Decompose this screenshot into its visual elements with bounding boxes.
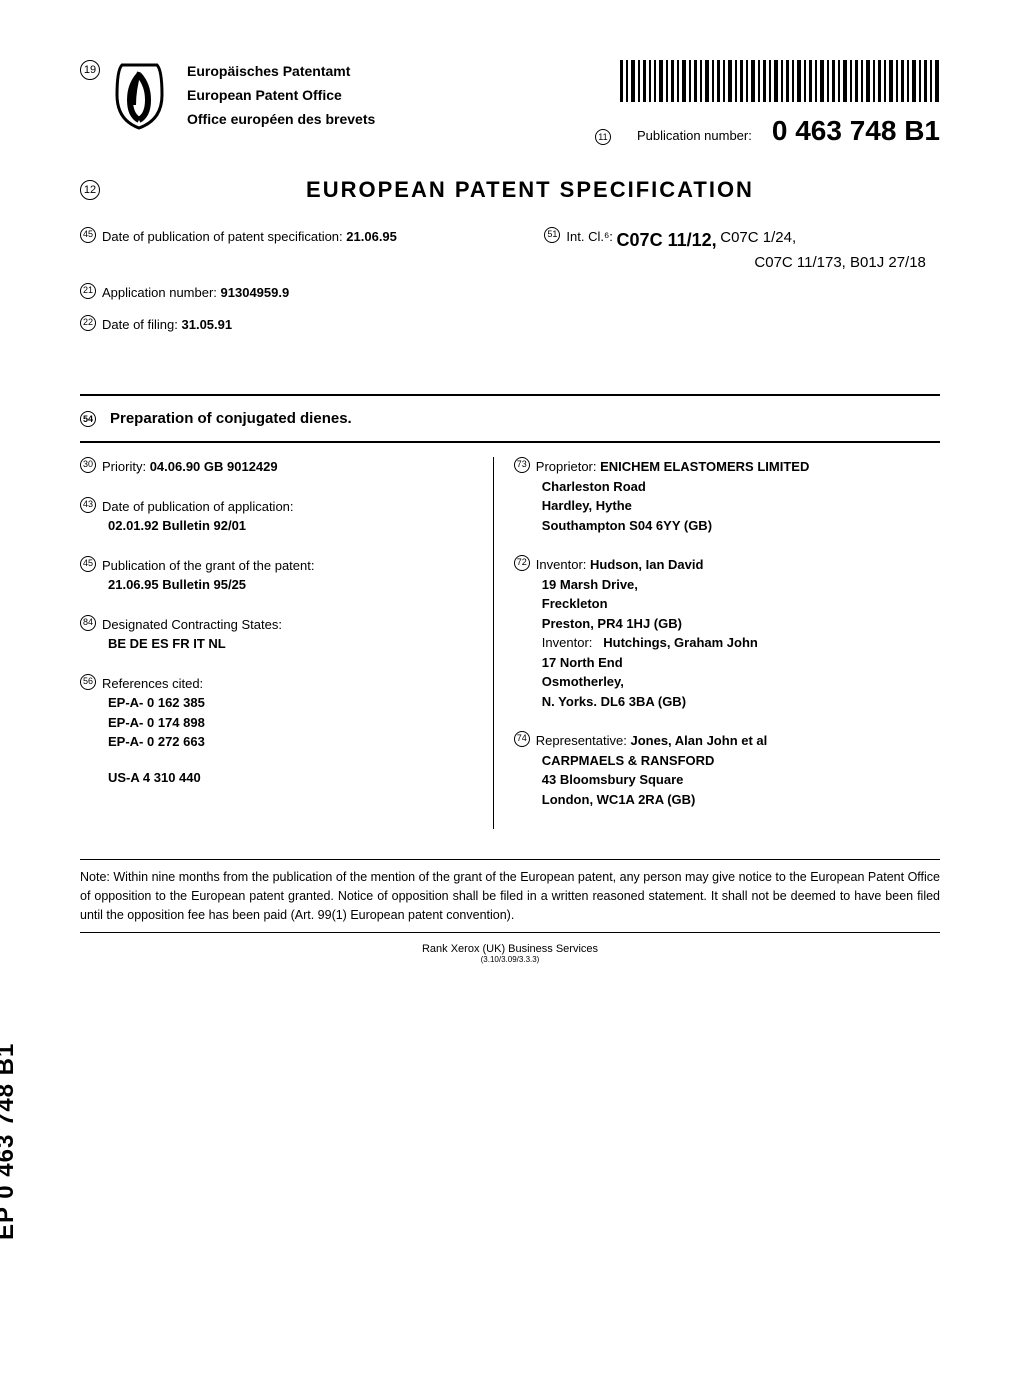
pub-app-block: 43 Date of publication of application: 0… — [80, 497, 473, 536]
filing-label: Date of filing: — [102, 315, 178, 335]
grant-block: 45 Publication of the grant of the paten… — [80, 556, 473, 595]
logo-column: 19 Europäisches Patentamt European Paten… — [80, 60, 375, 131]
inventor1-line-2: Preston, PR4 1HJ (GB) — [514, 614, 940, 634]
pub-app-label: Date of publication of application: — [102, 497, 294, 517]
proprietor-line-2: Southampton S04 6YY (GB) — [514, 516, 940, 536]
representative-label: Representative: — [536, 731, 627, 751]
grant-label: Publication of the grant of the patent: — [102, 556, 314, 576]
office-name-fr: Office européen des brevets — [187, 108, 375, 132]
refs-label: References cited: — [102, 674, 203, 694]
invention-title-row: 54 Preparation of conjugated dienes. — [80, 410, 940, 427]
meta-row-3: 22 Date of filing: 31.05.91 — [80, 315, 940, 335]
inventor2-line-2: N. Yorks. DL6 3BA (GB) — [514, 692, 940, 712]
refs-circle: 56 — [80, 674, 96, 690]
barcode-column: 11 Publication number: 0 463 748 B1 — [595, 60, 940, 147]
pub-app-circle: 43 — [80, 497, 96, 513]
divider-3 — [80, 859, 940, 860]
inventors-block: 72 Inventor: Hudson, Ian David 19 Marsh … — [514, 555, 940, 711]
proprietor-block: 73 Proprietor: ENICHEM ELASTOMERS LIMITE… — [514, 457, 940, 535]
inventor-label: Inventor: — [536, 555, 587, 575]
pub-label: Publication number: — [637, 128, 752, 143]
priority-label: Priority: — [102, 457, 146, 477]
proprietor-label: Proprietor: — [536, 457, 597, 477]
inventor2-name: Hutchings, Graham John — [603, 635, 758, 650]
pub-circle-number: 11 — [595, 129, 611, 145]
inventor2-line-1: Osmotherley, — [514, 672, 940, 692]
representative-line-1: 43 Bloomsbury Square — [514, 770, 940, 790]
right-column: 73 Proprietor: ENICHEM ELASTOMERS LIMITE… — [493, 457, 940, 829]
refs-item-1: EP-A- 0 174 898 — [80, 713, 473, 733]
proprietor-line-0: Charleston Road — [514, 477, 940, 497]
proprietor-circle: 73 — [514, 457, 530, 473]
ipc-sub2: C07C 11/173, B01J 27/18 — [754, 254, 926, 271]
states-block: 84 Designated Contracting States: BE DE … — [80, 615, 473, 654]
office-names: Europäisches Patentamt European Patent O… — [187, 60, 375, 131]
date-pub-value: 21.06.95 — [346, 227, 397, 247]
filing-circle: 22 — [80, 315, 96, 331]
inventor2-line-0: 17 North End — [514, 653, 940, 673]
representative-line-2: London, WC1A 2RA (GB) — [514, 790, 940, 810]
inventor1-line-0: 19 Marsh Drive, — [514, 575, 940, 595]
ipc-label: Int. Cl.⁶: — [566, 227, 613, 247]
inventor2-label: Inventor: — [542, 635, 593, 650]
inventor1-name: Hudson, Ian David — [590, 555, 703, 575]
priority-circle: 30 — [80, 457, 96, 473]
divider-1 — [80, 394, 940, 396]
date-pub-circle: 45 — [80, 227, 96, 243]
refs-item-0: EP-A- 0 162 385 — [80, 693, 473, 713]
proprietor-line-1: Hardley, Hythe — [514, 496, 940, 516]
footer: Rank Xerox (UK) Business Services (3.10/… — [80, 943, 940, 964]
priority-block: 30 Priority: 04.06.90 GB 9012429 — [80, 457, 473, 477]
epo-logo-icon — [112, 60, 167, 130]
divider-2 — [80, 441, 940, 443]
ipc-main: C07C 11/12, — [617, 227, 717, 254]
bibliographic-columns: 30 Priority: 04.06.90 GB 9012429 43 Date… — [80, 457, 940, 829]
date-pub-label: Date of publication of patent specificat… — [102, 227, 343, 247]
representative-circle: 74 — [514, 731, 530, 747]
invention-circle: 54 — [80, 411, 96, 427]
side-publication-number: EP 0 463 748 B1 — [0, 1043, 20, 1240]
footer-line-1: Rank Xerox (UK) Business Services — [80, 943, 940, 955]
states-circle: 84 — [80, 615, 96, 631]
barcode-icon — [620, 60, 940, 102]
doc-title-row: 12 EUROPEAN PATENT SPECIFICATION — [80, 177, 940, 203]
office-name-en: European Patent Office — [187, 84, 375, 108]
states-label: Designated Contracting States: — [102, 615, 282, 635]
left-column: 30 Priority: 04.06.90 GB 9012429 43 Date… — [80, 457, 493, 829]
app-num-circle: 21 — [80, 283, 96, 299]
refs-extra: US-A 4 310 440 — [80, 768, 473, 788]
pub-app-value: 02.01.92 Bulletin 92/01 — [80, 516, 473, 536]
opposition-note: Note: Within nine months from the public… — [80, 868, 940, 924]
states-value: BE DE ES FR IT NL — [80, 634, 473, 654]
meta-row-1: 45 Date of publication of patent specifi… — [80, 227, 940, 271]
doc-title: EUROPEAN PATENT SPECIFICATION — [120, 177, 940, 203]
priority-value: 04.06.90 GB 9012429 — [150, 457, 278, 477]
app-num-value: 91304959.9 — [221, 283, 290, 303]
doc-title-circle: 12 — [80, 180, 100, 200]
divider-4 — [80, 932, 940, 933]
grant-circle: 45 — [80, 556, 96, 572]
representative-block: 74 Representative: Jones, Alan John et a… — [514, 731, 940, 809]
grant-value: 21.06.95 Bulletin 95/25 — [80, 575, 473, 595]
pub-number: 0 463 748 B1 — [772, 115, 940, 147]
refs-block: 56 References cited: EP-A- 0 162 385 EP-… — [80, 674, 473, 788]
inventor1-line-1: Freckleton — [514, 594, 940, 614]
header: 19 Europäisches Patentamt European Paten… — [80, 60, 940, 147]
invention-title: Preparation of conjugated dienes. — [110, 410, 352, 427]
refs-item-2: EP-A- 0 272 663 — [80, 732, 473, 752]
publication-number-row: 11 Publication number: 0 463 748 B1 — [595, 115, 940, 147]
ipc-circle: 51 — [544, 227, 560, 243]
representative-line-0: CARPMAELS & RANSFORD — [514, 751, 940, 771]
filing-value: 31.05.91 — [182, 315, 233, 335]
app-num-label: Application number: — [102, 283, 217, 303]
ipc-sub1: C07C 1/24, — [720, 227, 796, 250]
office-name-de: Europäisches Patentamt — [187, 60, 375, 84]
office-circle-number: 19 — [80, 60, 100, 80]
representative-name: Jones, Alan John et al — [630, 731, 767, 751]
proprietor-name: ENICHEM ELASTOMERS LIMITED — [600, 457, 809, 477]
footer-line-2: (3.10/3.09/3.3.3) — [80, 955, 940, 964]
inventor-circle: 72 — [514, 555, 530, 571]
meta-row-2: 21 Application number: 91304959.9 — [80, 283, 940, 303]
